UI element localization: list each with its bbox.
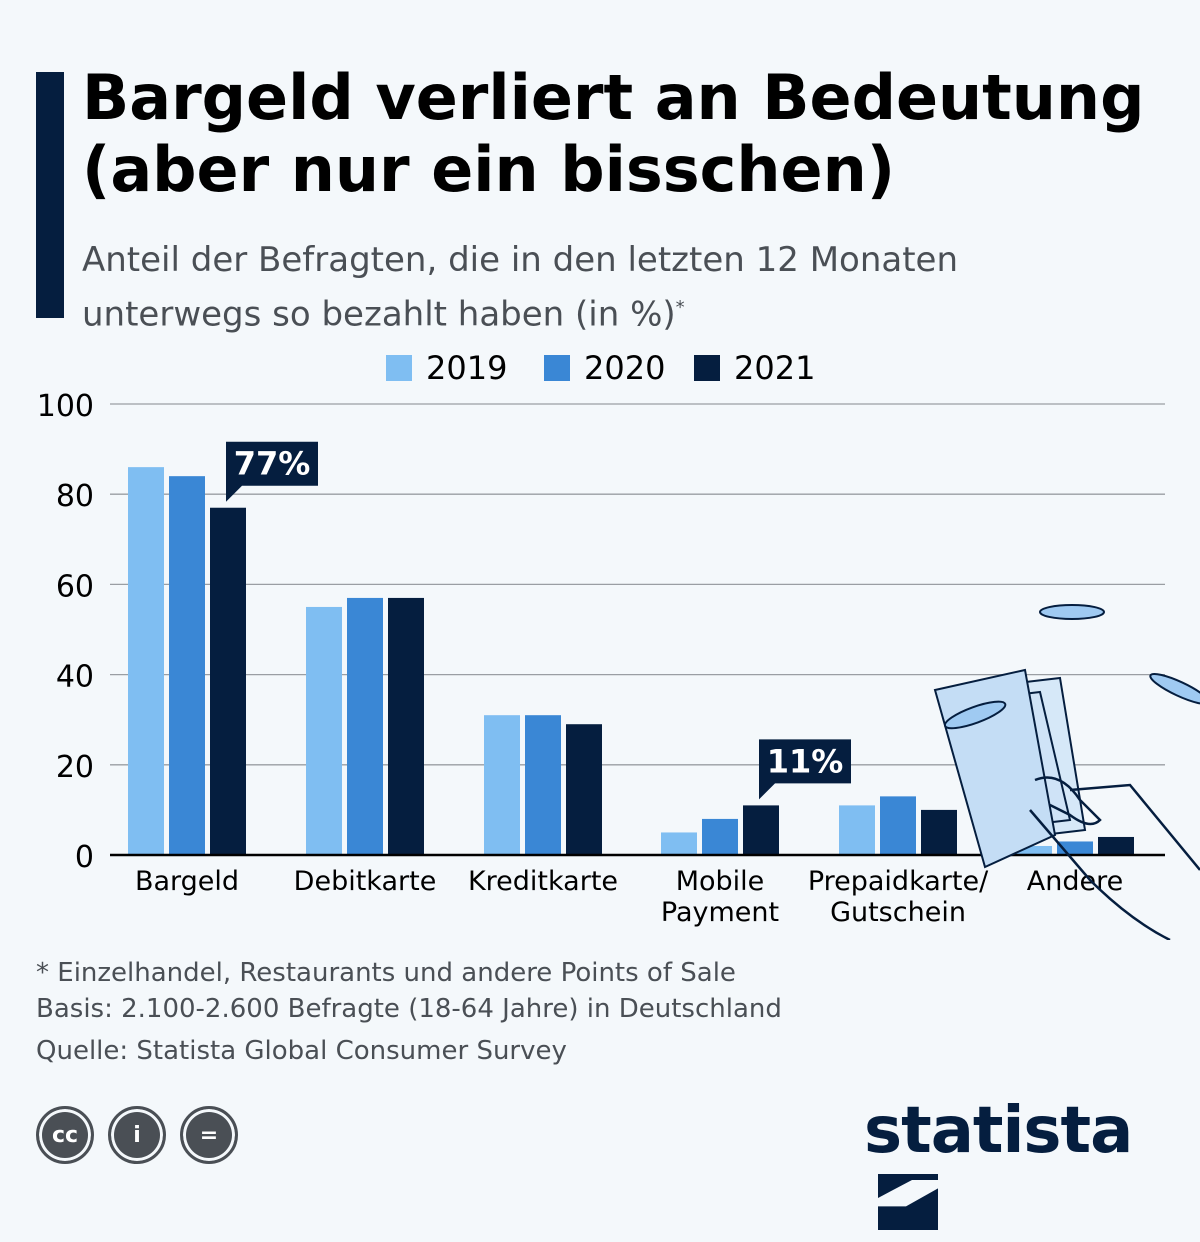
bar-2020 (169, 476, 205, 855)
legend-label: 2021 (734, 349, 815, 387)
bar-2019 (839, 805, 875, 855)
bar-2020 (347, 597, 383, 855)
hand-with-money-illustration (933, 604, 1200, 940)
bar-2021 (210, 507, 246, 855)
chart-title: Bargeld verliert an Bedeutung (aber nur … (82, 61, 1145, 206)
basis-note: Basis: 2.100-2.600 Befragte (18-64 Jahre… (36, 994, 782, 1024)
legend-swatch (694, 355, 720, 381)
brand-text: statista (864, 1094, 1133, 1168)
bar-2021 (743, 805, 779, 855)
y-tick-label: 20 (56, 750, 94, 785)
data-label: 77% (234, 445, 311, 483)
source-note: Quelle: Statista Global Consumer Survey (36, 1036, 567, 1066)
bar-2019 (128, 467, 164, 855)
title-accent-bar (36, 72, 64, 318)
x-tick-label: Bargeld (135, 866, 239, 897)
y-tick-label: 80 (56, 479, 94, 514)
statista-logo-icon (878, 1174, 938, 1230)
footnote: * Einzelhandel, Restaurants und andere P… (36, 958, 736, 988)
y-tick-label: 40 (56, 660, 94, 695)
bar-2019 (661, 832, 697, 855)
legend-label: 2020 (584, 349, 665, 387)
legend-swatch (544, 355, 570, 381)
subtitle-text: Anteil der Befragten, die in den letzten… (82, 240, 959, 335)
bar-2021 (388, 597, 424, 855)
statista-logo[interactable]: statista (864, 1094, 1200, 1242)
x-tick-label: Debitkarte (294, 866, 437, 897)
data-label: 11% (767, 742, 844, 780)
x-tick-label: Mobile (676, 866, 765, 897)
attribution-icon[interactable]: i (108, 1106, 166, 1164)
data-callout (226, 441, 318, 502)
x-tick-label: Andere (1027, 866, 1123, 897)
subtitle-footnote-mark: * (675, 297, 685, 318)
bar-chart: 0 20 40 60 80 100 2019 2020 2021 Bargeld Debitkart… (37, 349, 1200, 940)
x-tick-label: Prepaidkarte/ (808, 866, 989, 897)
bar-2020 (880, 796, 916, 855)
bar-2019 (1016, 845, 1052, 855)
bar-2019 (306, 606, 342, 855)
chart-subtitle: Anteil der Befragten, die in den letzten… (82, 236, 1082, 338)
x-tick-label: Gutschein (830, 897, 966, 928)
legend-swatch (386, 355, 412, 381)
y-tick-label: 0 (75, 840, 94, 875)
y-tick-label: 100 (37, 389, 94, 424)
cc-icon[interactable]: cc (36, 1106, 94, 1164)
legend-label: 2019 (426, 349, 507, 387)
x-tick-label: Kreditkarte (468, 866, 618, 897)
y-tick-label: 60 (56, 569, 94, 604)
bar-2021 (566, 724, 602, 855)
bar-2021 (1098, 836, 1134, 855)
no-derivatives-icon[interactable]: = (180, 1106, 238, 1164)
data-callout (759, 739, 851, 800)
bar-2020 (702, 818, 738, 855)
bar-2019 (484, 715, 520, 855)
x-tick-label: Payment (661, 897, 779, 928)
bar-2020 (525, 715, 561, 855)
bar-2021 (921, 809, 957, 855)
